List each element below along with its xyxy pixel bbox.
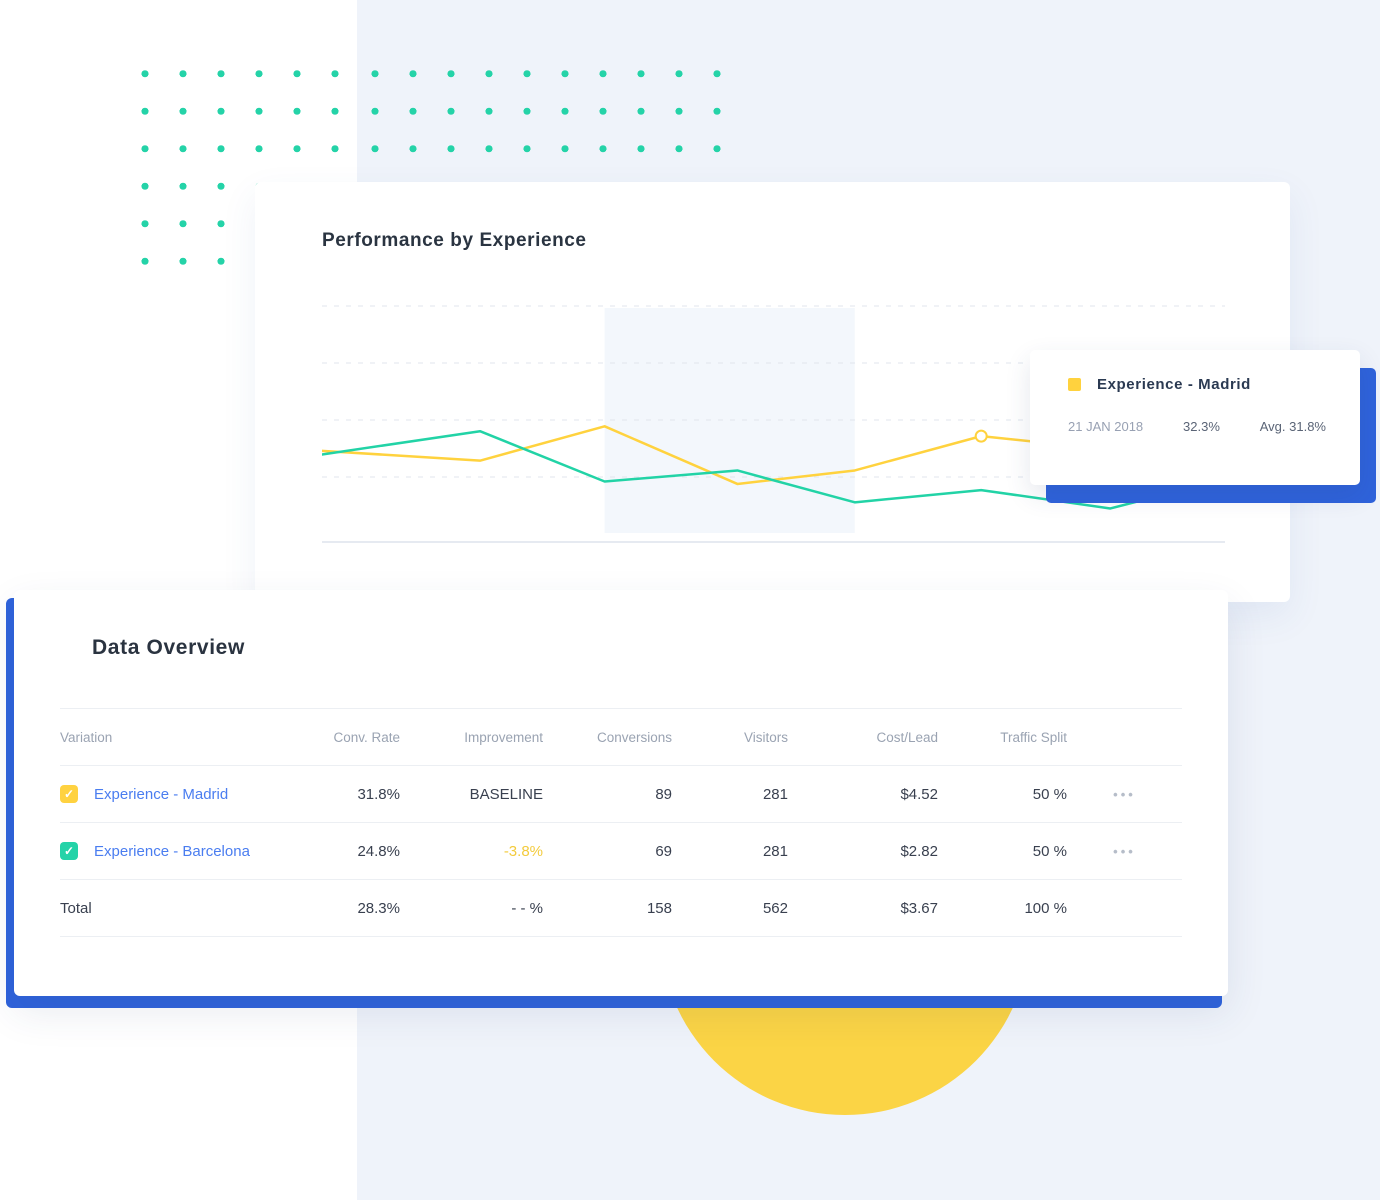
column-header-cost-lead: Cost/Lead xyxy=(876,729,938,745)
column-header-improvement: Improvement xyxy=(464,729,543,745)
conv-rate-cell: 31.8% xyxy=(357,785,400,803)
traffic-split-cell: 50 % xyxy=(1032,842,1067,860)
conversions-cell: 69 xyxy=(655,842,672,860)
column-header-visitors: Visitors xyxy=(743,729,788,745)
variation-link[interactable]: Experience - Madrid xyxy=(94,785,229,803)
data-overview-title: Data Overview xyxy=(92,636,245,659)
column-header-conversions: Conversions xyxy=(596,729,672,745)
table-total-row: Total 28.3% - - % 158 562 $3.67 100 % xyxy=(60,880,1182,937)
conv-rate-cell: 24.8% xyxy=(357,842,400,860)
improvement-cell: -3.8% xyxy=(503,842,543,860)
tooltip-series-label: Experience - Madrid xyxy=(1097,376,1251,393)
improvement-cell: BASELINE xyxy=(469,785,543,803)
tooltip-series-swatch-icon xyxy=(1068,378,1081,391)
traffic-split-cell: 50 % xyxy=(1032,785,1067,803)
overview-table: Variation Conv. Rate Improvement Conversion… xyxy=(60,708,1182,937)
cost-lead-cell: $4.52 xyxy=(900,785,938,803)
visitors-cell: 281 xyxy=(762,785,788,803)
total-improvement: - - % xyxy=(511,899,543,917)
table-header-row: Variation Conv. Rate Improvement Conversion… xyxy=(60,708,1182,766)
total-visitors: 562 xyxy=(762,899,788,917)
variation-checkbox[interactable]: ✓ xyxy=(60,842,78,860)
tooltip-average: Avg. 31.8% xyxy=(1259,419,1326,434)
chart-tooltip: Experience - Madrid 21 JAN 2018 32.3% Av… xyxy=(1030,350,1360,485)
decor-dots-right xyxy=(356,55,737,167)
total-traffic-split: 100 % xyxy=(1024,899,1067,917)
row-menu-button[interactable]: ••• xyxy=(1113,786,1136,802)
chart-series-line xyxy=(322,429,1225,510)
variation-link[interactable]: Experience - Barcelona xyxy=(94,842,250,860)
variation-checkbox[interactable]: ✓ xyxy=(60,785,78,803)
tooltip-value: 32.3% xyxy=(1183,419,1220,434)
column-header-conv-rate: Conv. Rate xyxy=(333,729,400,745)
variation-cell: ✓ Experience - Madrid xyxy=(60,785,300,803)
table-row: ✓ Experience - Barcelona 24.8% -3.8% 69 281 $2… xyxy=(60,823,1182,880)
data-overview-card: Data Overview Variation Conv. Rate Improve… xyxy=(14,590,1228,996)
total-cost-lead: $3.67 xyxy=(900,899,938,917)
column-header-variation: Variation xyxy=(60,729,113,745)
total-conv-rate: 28.3% xyxy=(357,899,400,917)
chart-selected-point-marker[interactable] xyxy=(974,429,988,443)
table-row: ✓ Experience - Madrid 31.8% BASELINE 89 281 $4… xyxy=(60,766,1182,823)
conversions-cell: 89 xyxy=(655,785,672,803)
total-conversions: 158 xyxy=(646,899,672,917)
performance-line-chart[interactable] xyxy=(322,300,1225,552)
total-label: Total xyxy=(60,899,92,917)
performance-card-title: Performance by Experience xyxy=(322,230,587,251)
variation-cell: ✓ Experience - Barcelona xyxy=(60,842,300,860)
tooltip-date: 21 JAN 2018 xyxy=(1068,419,1144,434)
chart-canvas[interactable] xyxy=(322,300,1225,552)
cost-lead-cell: $2.82 xyxy=(900,842,938,860)
visitors-cell: 281 xyxy=(762,842,788,860)
row-menu-button[interactable]: ••• xyxy=(1113,843,1136,859)
column-header-traffic-split: Traffic Split xyxy=(1000,729,1067,745)
